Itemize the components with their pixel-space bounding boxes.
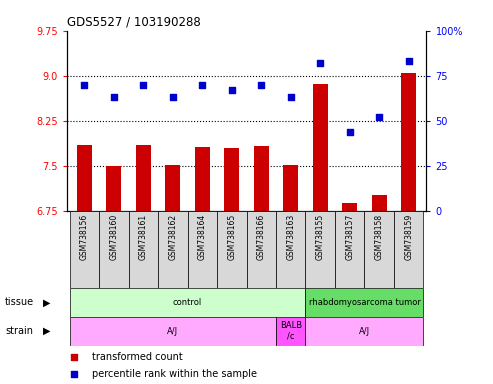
Bar — [342, 204, 357, 211]
Text: GSM738160: GSM738160 — [109, 214, 118, 260]
Bar — [165, 165, 180, 211]
Bar — [372, 195, 387, 211]
Bar — [136, 145, 151, 211]
Bar — [70, 288, 306, 317]
Bar — [335, 211, 364, 288]
Bar — [224, 148, 239, 211]
Bar — [364, 211, 394, 288]
Bar — [99, 211, 129, 288]
Text: transformed count: transformed count — [92, 352, 182, 362]
Bar — [306, 211, 335, 288]
Text: GSM738162: GSM738162 — [168, 214, 177, 260]
Text: A/J: A/J — [359, 327, 370, 336]
Point — [287, 94, 295, 101]
Bar — [187, 211, 217, 288]
Bar — [313, 84, 328, 211]
Text: GDS5527 / 103190288: GDS5527 / 103190288 — [67, 15, 200, 28]
Point — [375, 114, 383, 121]
Text: ▶: ▶ — [43, 326, 51, 336]
Text: GSM738157: GSM738157 — [345, 214, 354, 260]
Bar — [283, 165, 298, 211]
Text: GSM738155: GSM738155 — [316, 214, 325, 260]
Point — [169, 94, 176, 101]
Text: GSM738165: GSM738165 — [227, 214, 236, 260]
Text: A/J: A/J — [167, 327, 178, 336]
Text: GSM738159: GSM738159 — [404, 214, 413, 260]
Text: GSM738156: GSM738156 — [80, 214, 89, 260]
Bar — [195, 147, 210, 211]
Point — [80, 82, 88, 88]
Text: BALB
/c: BALB /c — [280, 321, 302, 341]
Point — [257, 82, 265, 88]
Point — [317, 60, 324, 66]
Text: tissue: tissue — [5, 297, 34, 308]
Bar — [254, 146, 269, 211]
Point — [405, 58, 413, 65]
Text: GSM738164: GSM738164 — [198, 214, 207, 260]
Bar — [246, 211, 276, 288]
Text: GSM738163: GSM738163 — [286, 214, 295, 260]
Point — [228, 87, 236, 93]
Bar — [77, 145, 92, 211]
Bar — [106, 166, 121, 211]
Text: GSM738166: GSM738166 — [257, 214, 266, 260]
Point — [198, 82, 206, 88]
Text: GSM738158: GSM738158 — [375, 214, 384, 260]
Text: control: control — [173, 298, 202, 307]
Bar — [129, 211, 158, 288]
Point — [346, 129, 353, 135]
Bar — [217, 211, 246, 288]
Bar — [158, 211, 187, 288]
Bar — [394, 211, 423, 288]
Text: GSM738161: GSM738161 — [139, 214, 148, 260]
Bar — [306, 317, 423, 346]
Bar — [306, 288, 423, 317]
Bar — [276, 211, 306, 288]
Bar — [401, 73, 416, 211]
Text: ▶: ▶ — [43, 297, 51, 308]
Point — [110, 94, 118, 101]
Text: strain: strain — [5, 326, 33, 336]
Point — [70, 354, 78, 360]
Bar — [276, 317, 306, 346]
Bar — [70, 317, 276, 346]
Bar — [70, 211, 99, 288]
Text: rhabdomyosarcoma tumor: rhabdomyosarcoma tumor — [309, 298, 421, 307]
Text: percentile rank within the sample: percentile rank within the sample — [92, 369, 257, 379]
Point — [70, 371, 78, 377]
Point — [140, 82, 147, 88]
